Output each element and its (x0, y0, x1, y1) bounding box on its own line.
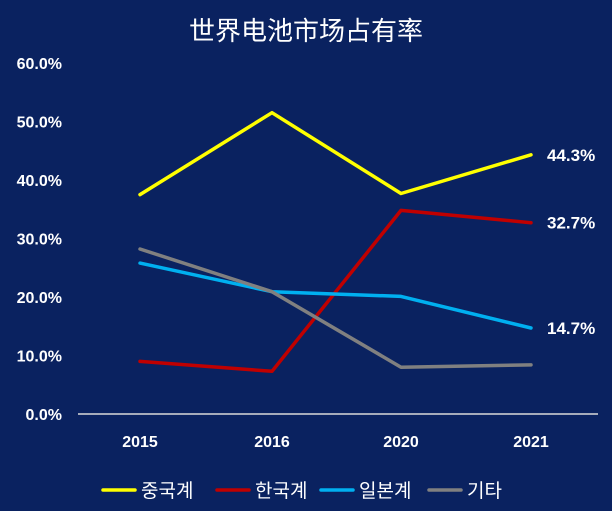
data-label: 44.3% (547, 146, 595, 165)
x-tick-label: 2015 (122, 434, 158, 451)
series-line (138, 261, 533, 330)
legend-label: 한국계 (255, 480, 307, 502)
legend-label: 중국계 (141, 480, 193, 502)
y-tick-label: 40.0% (17, 173, 62, 190)
y-tick-label: 50.0% (17, 115, 62, 132)
y-tick-label: 0.0% (26, 407, 62, 424)
series-line (138, 208, 533, 374)
y-axis: 0.0% 10.0% 20.0% 30.0% 40.0% 50.0% 60.0% (17, 56, 62, 424)
data-labels: 44.3% 32.7% 14.7% (547, 146, 595, 338)
data-label: 14.7% (547, 319, 595, 338)
series-lines (138, 110, 533, 374)
y-tick-label: 10.0% (17, 349, 62, 366)
y-tick-label: 30.0% (17, 232, 62, 249)
legend: 중국계 한국계 일본계 기타 (101, 480, 502, 502)
y-tick-label: 60.0% (17, 56, 62, 73)
y-tick-label: 20.0% (17, 290, 62, 307)
data-label: 32.7% (547, 214, 595, 233)
x-tick-label: 2020 (383, 434, 419, 451)
chart-title: 世界电池市场占有率 (189, 17, 423, 47)
x-axis: 2015 2016 2020 2021 (78, 413, 598, 451)
legend-label: 일본계 (359, 480, 411, 502)
x-tick-label: 2021 (513, 434, 549, 451)
legend-label: 기타 (467, 480, 502, 502)
series-line (138, 247, 533, 369)
x-tick-label: 2016 (254, 434, 290, 451)
series-line (138, 110, 533, 197)
